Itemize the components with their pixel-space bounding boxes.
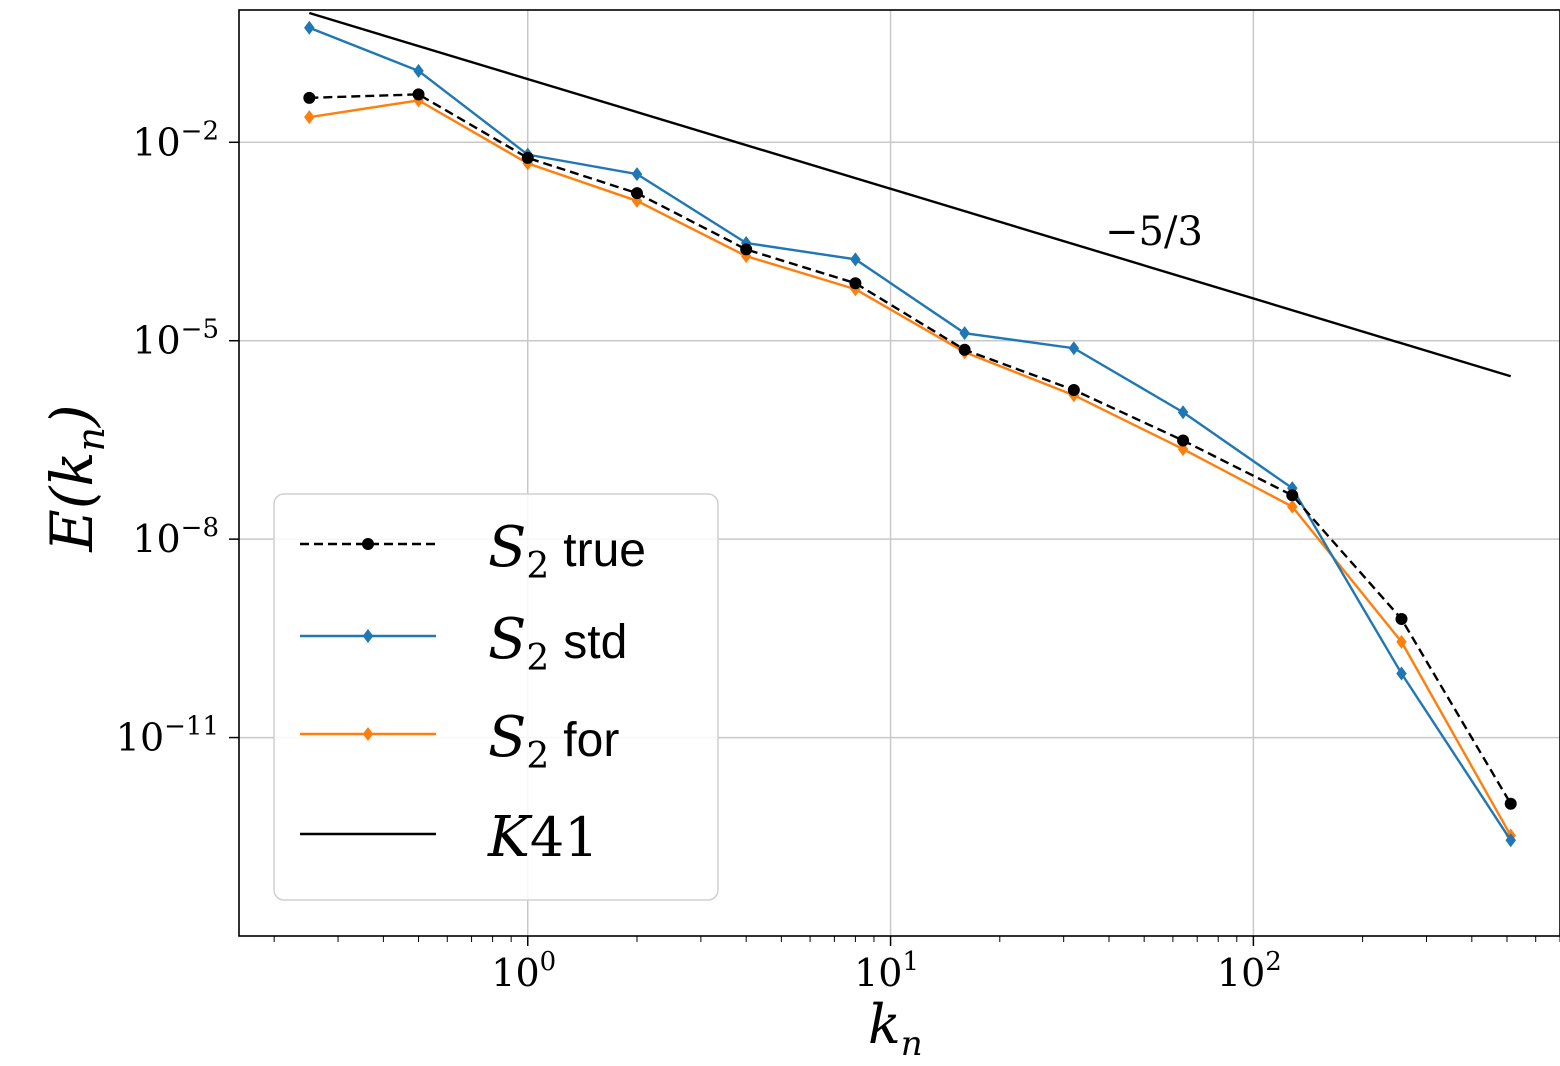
series-line xyxy=(308,11,1512,378)
series-line xyxy=(309,99,1512,837)
y-tick-label: 10−11 xyxy=(116,712,219,760)
x-tick-label: 100 xyxy=(491,947,556,995)
x-tick-label: 101 xyxy=(854,947,919,995)
plot-area-frame xyxy=(238,9,1560,937)
data-point xyxy=(1287,499,1298,514)
legend-entry: S2 for xyxy=(300,705,619,777)
data-point xyxy=(959,326,970,341)
legend-label: S2 std xyxy=(488,607,627,679)
data-point xyxy=(1395,613,1408,626)
data-point xyxy=(304,110,315,125)
data-point xyxy=(958,343,971,356)
y-tick-label: 10−2 xyxy=(132,116,219,164)
y-tick-label: 10−5 xyxy=(132,315,219,363)
data-point xyxy=(1177,434,1190,447)
legend-label: S2 true xyxy=(488,515,646,587)
data-point xyxy=(1068,341,1080,356)
data-point xyxy=(631,167,643,182)
data-point xyxy=(1286,489,1299,502)
data-point xyxy=(1396,666,1407,681)
data-point xyxy=(1177,405,1189,420)
data-point xyxy=(304,20,315,35)
legend-entry: K41 xyxy=(300,805,599,870)
data-point xyxy=(303,91,316,104)
data-point xyxy=(412,88,425,101)
data-point xyxy=(850,252,861,267)
legend-swatch-marker xyxy=(362,629,374,643)
data-point xyxy=(1067,383,1080,396)
legend-label: K41 xyxy=(487,805,599,870)
data-point xyxy=(630,187,643,200)
y-tick-label: 10−8 xyxy=(132,513,219,561)
series-K-41 xyxy=(308,11,1512,378)
legend-entry: S2 true xyxy=(300,515,646,587)
series-S2-true xyxy=(303,88,1517,810)
axes: 100 101 102 10−2 10−5 10−8 10−11 xyxy=(116,116,1560,995)
data-point xyxy=(413,63,424,78)
data-point xyxy=(1396,634,1407,649)
series-line xyxy=(308,26,1512,841)
y-axis-label: E(kn) xyxy=(38,404,113,552)
x-tick-label: 102 xyxy=(1217,947,1282,995)
slope-annotation: −5/3 xyxy=(1105,209,1203,255)
data-point xyxy=(740,249,752,264)
legend-label: S2 for xyxy=(488,705,619,777)
data-point xyxy=(740,243,753,256)
data-point xyxy=(849,277,862,290)
x-axis-label: kn xyxy=(868,993,923,1064)
data-series xyxy=(303,11,1517,848)
legend-swatch-marker xyxy=(362,727,374,741)
data-point xyxy=(521,151,534,164)
legend-swatch-marker xyxy=(362,538,374,550)
legend: S2 true S2 std S2 for K41 xyxy=(273,493,719,901)
data-point xyxy=(1504,797,1517,810)
legend-entry: S2 std xyxy=(300,607,627,679)
legend-box xyxy=(273,493,719,901)
series-line xyxy=(309,93,1512,805)
data-point xyxy=(1505,833,1516,848)
